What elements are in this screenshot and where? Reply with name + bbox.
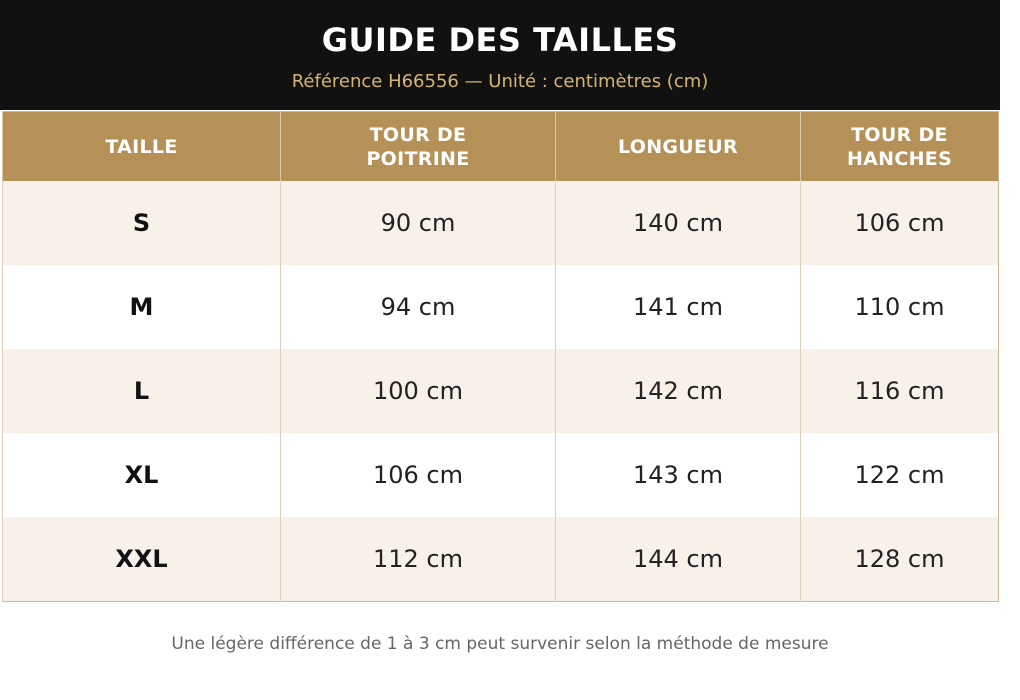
measure-cell: 106 cm	[800, 181, 999, 265]
column-header-text: LONGUEUR	[618, 135, 738, 158]
measure-cell: 106 cm	[280, 433, 556, 517]
size-cell: L	[2, 349, 281, 433]
table-body: S 90 cm 140 cm 106 cm M 94 cm 141 cm 110 cm L 100…	[2, 181, 999, 602]
measure-cell: 90 cm	[280, 181, 556, 265]
size-cell: XL	[2, 433, 281, 517]
column-header-text: TOUR DE POITRINE	[366, 123, 470, 170]
measure-cell: 142 cm	[555, 349, 801, 433]
size-cell: S	[2, 181, 281, 265]
table-row: S 90 cm 140 cm 106 cm	[2, 181, 999, 265]
size-cell: XXL	[2, 517, 281, 602]
measure-cell: 110 cm	[800, 265, 999, 349]
measure-cell: 112 cm	[280, 517, 556, 602]
measure-cell: 94 cm	[280, 265, 556, 349]
column-header: TAILLE	[2, 111, 281, 181]
column-header-text: TOUR DE HANCHES	[846, 123, 953, 170]
size-cell: M	[2, 265, 281, 349]
measure-cell: 140 cm	[555, 181, 801, 265]
table-row: XXL 112 cm 144 cm 128 cm	[2, 517, 999, 602]
title: GUIDE DES TAILLES	[321, 21, 679, 59]
measure-cell: 144 cm	[555, 517, 801, 602]
measure-cell: 143 cm	[555, 433, 801, 517]
column-header: TOUR DE HANCHES	[800, 111, 999, 181]
table-row: XL 106 cm 143 cm 122 cm	[2, 433, 999, 517]
measure-cell: 100 cm	[280, 349, 556, 433]
column-header-text: TAILLE	[105, 135, 178, 158]
measure-cell: 122 cm	[800, 433, 999, 517]
size-table: TAILLE TOUR DE POITRINE LONGUEUR TOUR DE HA…	[2, 111, 999, 602]
subtitle: Référence H66556 — Unité : centimètres (…	[291, 71, 709, 92]
measure-cell: 141 cm	[555, 265, 801, 349]
measure-cell: 116 cm	[800, 349, 999, 433]
header: GUIDE DES TAILLES Référence H66556 — Uni…	[0, 0, 1000, 110]
measure-cell: 128 cm	[800, 517, 999, 602]
column-header: LONGUEUR	[555, 111, 801, 181]
header-row: TAILLE TOUR DE POITRINE LONGUEUR TOUR DE HA…	[2, 111, 999, 181]
table-row: L 100 cm 142 cm 116 cm	[2, 349, 999, 433]
table-row: M 94 cm 141 cm 110 cm	[2, 265, 999, 349]
footer-note: Une légère différence de 1 à 3 cm peut s…	[171, 634, 829, 654]
column-header: TOUR DE POITRINE	[280, 111, 556, 181]
